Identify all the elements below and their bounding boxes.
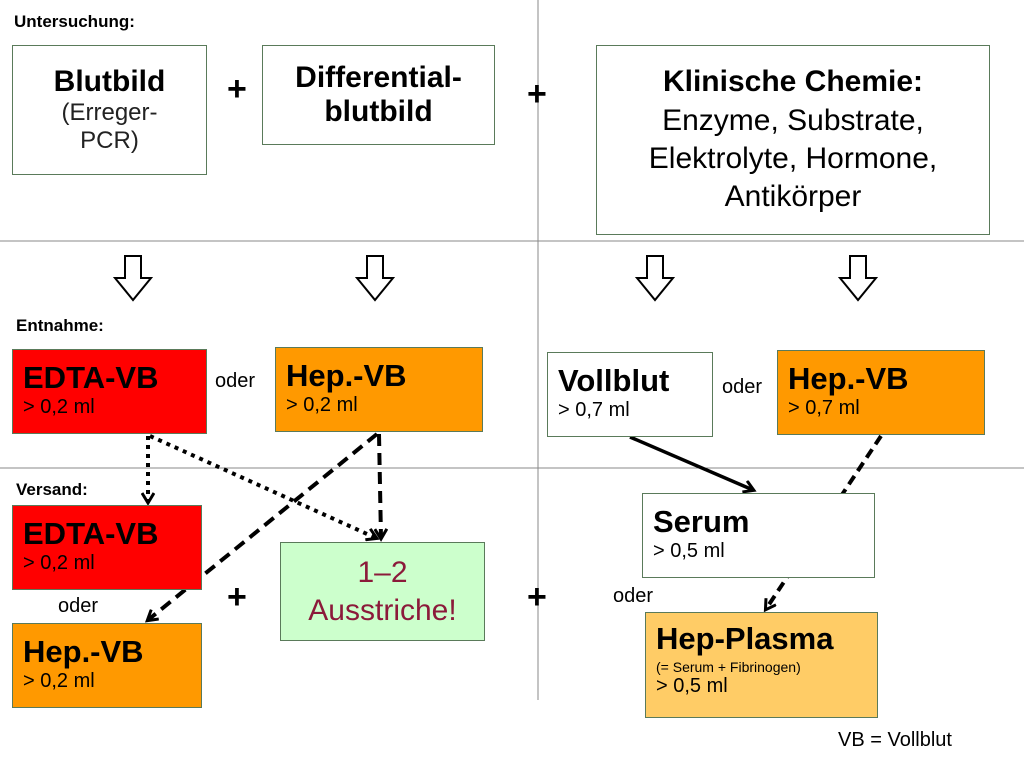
- legend-vb: VB = Vollblut: [838, 729, 952, 751]
- box-differentialblutbild: Differential- blutbild: [262, 45, 495, 145]
- oder-label: oder: [215, 370, 256, 392]
- box-versand-serum: Serum > 0,5 ml: [642, 493, 875, 578]
- edta-title: EDTA-VB: [23, 360, 159, 395]
- plasma-note: (= Serum + Fibrinogen): [656, 658, 801, 675]
- box-klinische-chemie: Klinische Chemie: Enzyme, Substrate, Ele…: [596, 45, 990, 235]
- oder-label: oder: [613, 585, 654, 607]
- blutbild-line2: PCR): [80, 127, 139, 154]
- chemie-line1: Enzyme, Substrate,: [662, 103, 924, 137]
- box-entnahme-hep: Hep.-VB > 0,2 ml: [275, 347, 483, 432]
- plus-sign: +: [227, 70, 247, 108]
- hep-title: Hep.-VB: [286, 358, 407, 393]
- solid-arrow-vollblut-to-serum: [629, 435, 753, 490]
- blutbild-line1: (Erreger-: [61, 99, 158, 126]
- box-versand-edta: EDTA-VB > 0,2 ml: [12, 505, 202, 590]
- ausstriche-line1: 1–2: [357, 556, 408, 589]
- chemie-title: Klinische Chemie:: [662, 65, 924, 99]
- blutbild-title: Blutbild: [53, 65, 166, 98]
- box-ausstriche: 1–2 Ausstriche!: [280, 542, 485, 641]
- serum-title: Serum: [653, 504, 750, 539]
- serum-volume: > 0,5 ml: [653, 539, 725, 562]
- ausstriche-line2: Ausstriche!: [308, 593, 457, 627]
- hep-title: Hep.-VB: [788, 361, 909, 396]
- plasma-title: Hep-Plasma: [656, 621, 834, 656]
- box-versand-hep-plasma: Hep-Plasma (= Serum + Fibrinogen) > 0,5 …: [645, 612, 878, 718]
- box-entnahme-hep-right: Hep.-VB > 0,7 ml: [777, 350, 985, 435]
- edta-volume: > 0,2 ml: [23, 551, 95, 574]
- down-arrow-icon: [634, 255, 676, 302]
- plus-sign: +: [527, 75, 547, 113]
- differential-line2: blutbild: [324, 95, 433, 128]
- plus-sign: +: [227, 578, 247, 616]
- oder-label: oder: [722, 376, 763, 398]
- vollblut-title: Vollblut: [558, 363, 670, 398]
- hep-volume: > 0,7 ml: [788, 396, 860, 419]
- section-label-untersuchung: Untersuchung:: [14, 12, 135, 31]
- chemie-line3: Antikörper: [724, 180, 862, 214]
- oder-label: oder: [58, 595, 99, 617]
- plus-sign: +: [527, 578, 547, 616]
- section-label-versand: Versand:: [16, 480, 88, 499]
- box-entnahme-vollblut: Vollblut > 0,7 ml: [547, 352, 713, 437]
- box-entnahme-edta: EDTA-VB > 0,2 ml: [12, 349, 207, 434]
- hollow-down-arrows: [112, 255, 879, 302]
- dashed-arrow-hep-to-ausstriche: [379, 433, 381, 538]
- vollblut-volume: > 0,7 ml: [558, 398, 630, 421]
- box-blutbild: Blutbild (Erreger- PCR): [12, 45, 207, 175]
- differential-line1: Differential-: [295, 60, 462, 94]
- box-versand-hep: Hep.-VB > 0,2 ml: [12, 623, 202, 708]
- edta-title: EDTA-VB: [23, 516, 159, 551]
- down-arrow-icon: [354, 255, 396, 302]
- down-arrow-icon: [112, 255, 154, 302]
- dashed-arrow-hep-to-hep: [148, 432, 379, 620]
- hep-title: Hep.-VB: [23, 634, 144, 669]
- down-arrow-icon: [837, 255, 879, 302]
- hep-volume: > 0,2 ml: [286, 393, 358, 416]
- plasma-volume: > 0,5 ml: [656, 674, 728, 697]
- hep-volume: > 0,2 ml: [23, 669, 95, 692]
- section-label-entnahme: Entnahme:: [16, 316, 104, 335]
- chemie-line2: Elektrolyte, Hormone,: [648, 142, 938, 175]
- edta-volume: > 0,2 ml: [23, 395, 95, 418]
